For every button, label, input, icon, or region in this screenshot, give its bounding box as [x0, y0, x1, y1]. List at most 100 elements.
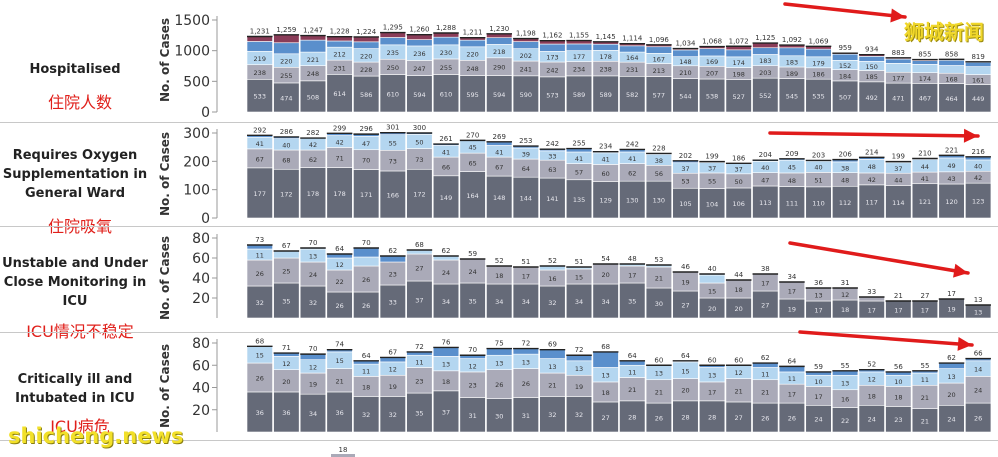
- bar-total-label: 46: [681, 263, 690, 271]
- bar-data-label: 35: [282, 298, 290, 306]
- bar-total-label: 269: [493, 133, 506, 141]
- bar-data-label: 24: [468, 268, 476, 276]
- bar-data-label: 117: [866, 198, 878, 206]
- bar-segment: [459, 39, 486, 48]
- bar-total-label: 1,162: [542, 32, 562, 40]
- bar-data-label: 242: [546, 66, 558, 74]
- panel-hospitalised-cn-label: 住院人数: [47, 93, 112, 112]
- bar-data-label: 31: [522, 412, 530, 420]
- bar-data-label: 22: [841, 417, 849, 425]
- bar-segment: [273, 34, 300, 44]
- bar-total-label: 261: [439, 135, 452, 143]
- bar-data-label: 37: [442, 408, 450, 416]
- bar-total-label: 52: [495, 257, 504, 265]
- bar-data-label: 40: [282, 141, 290, 149]
- bar-segment: [565, 43, 593, 51]
- bar-segment: [273, 82, 300, 113]
- bar-data-label: 32: [548, 411, 556, 419]
- bar-data-label: 33: [389, 299, 397, 307]
- bar-segment: [858, 404, 885, 433]
- bar-segment: [432, 259, 460, 285]
- bar-data-label: 535: [812, 93, 824, 101]
- bar-data-label: 73: [389, 158, 397, 166]
- bar-total-label: 1,198: [516, 30, 536, 38]
- bar-total-label: 62: [947, 354, 956, 362]
- bar-total-label: 68: [255, 337, 264, 345]
- bar-data-label: 177: [892, 75, 904, 83]
- bar-data-label: 23: [415, 377, 423, 385]
- bar-segment: [406, 168, 433, 219]
- bar-data-label: 26: [256, 374, 264, 382]
- bar-segment: [246, 167, 273, 219]
- bar-data-label: 594: [413, 91, 425, 99]
- bar-data-label: 50: [415, 139, 423, 147]
- bar-data-label: 41: [575, 155, 583, 163]
- bar-total-label: 73: [255, 236, 264, 244]
- bar-data-label: 228: [360, 66, 372, 74]
- bar-total-label: 1,069: [808, 37, 828, 45]
- bar-data-label: 15: [256, 352, 264, 360]
- bar-data-label: 17: [761, 280, 769, 288]
- bar-data-label: 17: [921, 307, 929, 315]
- bar-data-label: 11: [256, 252, 264, 260]
- bar-segment: [752, 185, 779, 219]
- bar-data-label: 248: [466, 65, 478, 73]
- bar-data-label: 586: [360, 91, 372, 99]
- bar-data-label: 15: [681, 367, 689, 375]
- bar-data-label: 545: [786, 92, 798, 100]
- bar-segment: [246, 36, 273, 42]
- bar-data-label: 130: [653, 197, 665, 205]
- bar-data-label: 48: [841, 176, 849, 184]
- bar-data-label: 248: [307, 70, 319, 78]
- bar-segment: [299, 167, 327, 219]
- bar-data-label: 12: [868, 376, 876, 384]
- bar-segment: [406, 39, 433, 47]
- bar-data-label: 26: [655, 415, 663, 423]
- bar-total-label: 234: [599, 143, 613, 151]
- bar-data-label: 13: [814, 292, 822, 300]
- bar-data-label: 40: [761, 164, 769, 172]
- bar-data-label: 27: [602, 414, 610, 422]
- bar-data-label: 45: [788, 164, 796, 172]
- bar-data-label: 13: [602, 372, 610, 380]
- bar-total-label: 858: [945, 50, 958, 58]
- bar-data-label: 26: [974, 415, 982, 423]
- bar-segment: [432, 347, 460, 357]
- bar-segment: [832, 185, 859, 219]
- bar-total-label: 1,288: [436, 24, 456, 32]
- bar-data-label: 150: [866, 63, 878, 71]
- bar-data-label: 41: [256, 140, 264, 148]
- bar-data-label: 255: [440, 64, 452, 72]
- bar-segment: [406, 253, 433, 282]
- bar-total-label: 282: [306, 129, 319, 137]
- bar-total-label: 52: [548, 257, 557, 265]
- bar-segment: [832, 53, 859, 61]
- bar-data-label: 110: [812, 199, 824, 207]
- bar-data-label: 582: [626, 91, 638, 99]
- y-tick-label: 20: [192, 291, 210, 307]
- bar-segment: [326, 291, 353, 319]
- bar-data-label: 50: [735, 178, 743, 186]
- bar-segment: [778, 186, 805, 219]
- bar-data-label: 36: [335, 409, 343, 417]
- bar-data-label: 220: [280, 58, 292, 66]
- bar-segment: [353, 256, 380, 267]
- bar-segment: [299, 285, 327, 319]
- bar-data-label: 12: [309, 363, 317, 371]
- bar-data-label: 218: [493, 48, 505, 56]
- bar-data-label: 19: [575, 383, 583, 391]
- bar-data-label: 20: [681, 387, 689, 395]
- bar-data-label: 62: [309, 156, 317, 164]
- bar-segment: [858, 56, 885, 62]
- bar-data-label: 27: [415, 265, 423, 273]
- bar-data-label: 594: [493, 91, 505, 99]
- bar-data-label: 177: [573, 53, 585, 61]
- bar-data-label: 238: [254, 69, 266, 77]
- bar-data-label: 464: [945, 95, 957, 103]
- bar-data-label: 178: [307, 190, 319, 198]
- bar-total-label: 242: [626, 140, 639, 148]
- bar-total-label: 242: [546, 140, 559, 148]
- bar-data-label: 64: [522, 165, 530, 173]
- bar-data-label: 24: [442, 269, 450, 277]
